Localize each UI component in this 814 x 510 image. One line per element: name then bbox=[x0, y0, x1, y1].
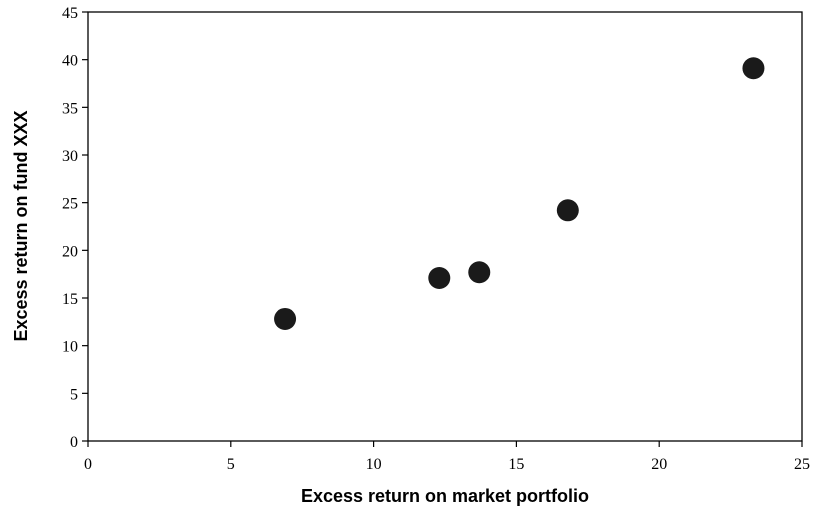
x-tick-label: 25 bbox=[794, 456, 810, 473]
data-point bbox=[428, 266, 451, 289]
y-tick-label: 15 bbox=[62, 291, 78, 308]
data-point bbox=[556, 199, 579, 222]
y-axis-title: Excess return on fund XXX bbox=[11, 110, 31, 341]
y-tick-label: 5 bbox=[70, 386, 78, 403]
y-tick-label: 40 bbox=[62, 53, 78, 70]
y-tick-label: 10 bbox=[62, 339, 78, 356]
y-tick-label: 25 bbox=[62, 196, 78, 213]
x-axis-ticks: 0 5 10 15 20 25 bbox=[84, 441, 810, 473]
data-point bbox=[742, 57, 765, 80]
data-points bbox=[274, 57, 765, 330]
y-tick-label: 35 bbox=[62, 100, 78, 117]
x-axis-title: Excess return on market portfolio bbox=[301, 486, 589, 506]
x-tick-label: 20 bbox=[651, 456, 667, 473]
data-point bbox=[274, 307, 297, 330]
x-tick-label: 10 bbox=[366, 456, 382, 473]
data-point bbox=[468, 261, 491, 284]
y-tick-label: 45 bbox=[62, 5, 78, 22]
x-tick-label: 0 bbox=[84, 456, 92, 473]
x-tick-label: 15 bbox=[508, 456, 524, 473]
y-tick-label: 30 bbox=[62, 148, 78, 165]
x-tick-label: 5 bbox=[227, 456, 235, 473]
y-tick-label: 0 bbox=[70, 434, 78, 451]
y-tick-label: 20 bbox=[62, 243, 78, 260]
plot-frame bbox=[87, 11, 803, 442]
y-axis-ticks: 0 5 10 15 20 25 30 35 40 45 bbox=[62, 5, 88, 451]
